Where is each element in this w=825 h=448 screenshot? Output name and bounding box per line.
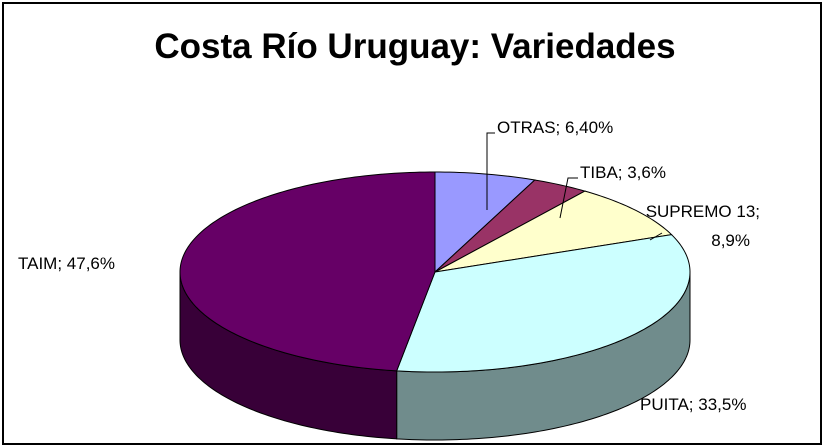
pie-slice: TIBA — [434, 179, 587, 273]
pie-slice: SUPREMO 13 — [434, 190, 673, 273]
data-label: SUPREMO 13; 8,9% — [646, 202, 760, 250]
chart-title: Costa Río Uruguay: Variedades — [154, 27, 675, 66]
pie-slice: PUITA — [395, 234, 691, 373]
pie-slice: TAIM — [179, 171, 436, 372]
data-label-line: 8,9% — [711, 231, 750, 250]
pie-slice: OTRAS — [434, 171, 536, 274]
leader-line — [486, 132, 495, 210]
leader-line — [649, 232, 663, 241]
data-label: PUITA; 33,5% — [640, 395, 746, 414]
leader-line — [559, 177, 578, 219]
data-label: TIBA; 3,6% — [580, 163, 666, 182]
data-label: OTRAS; 6,40% — [497, 118, 613, 137]
data-label-line: SUPREMO 13; — [646, 202, 760, 221]
data-label: TAIM; 47,6% — [18, 254, 115, 273]
